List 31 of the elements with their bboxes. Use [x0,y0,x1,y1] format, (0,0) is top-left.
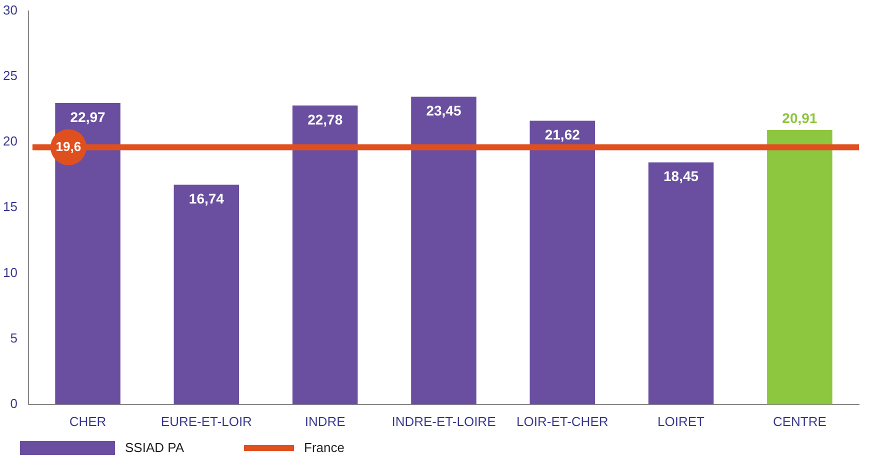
data-label: 18,45 [664,168,699,184]
data-label: 20,91 [782,110,818,126]
legend-label: France [304,440,344,455]
x-tick-label: INDRE-ET-LOIRE [392,414,496,429]
x-tick-label: CENTRE [772,414,827,429]
y-tick-label: 20 [2,134,18,149]
y-tick-label: 10 [2,264,18,280]
annotation: 19,6 [56,138,82,154]
data-label: 22,78 [308,111,343,128]
bar [530,120,596,404]
data-label: 22,97 [70,108,106,125]
bar [648,162,714,404]
y-tick-label: 30 [2,2,18,18]
y-tick-label: 15 [2,199,18,214]
x-tick-label: LOIR-ET-CHER [516,414,608,429]
x-tick-label: EURE-ET-LOIR [160,414,252,429]
bar [174,184,240,404]
y-tick-label: 0 [10,396,18,411]
data-label: 16,74 [188,190,224,207]
data-label: 21,62 [544,126,580,143]
bar [292,106,358,404]
y-tick-label: 25 [2,68,18,83]
bar [55,103,120,404]
x-tick-label: INDRE [304,414,346,429]
x-tick-label: CHER [69,414,106,429]
bar [411,96,476,404]
data-label: 23,45 [426,102,462,119]
x-tick-label: LOIRET [658,414,705,429]
bar [767,130,832,404]
text: SSIAD PA [125,440,184,455]
y-tick-label: 5 [10,330,18,346]
